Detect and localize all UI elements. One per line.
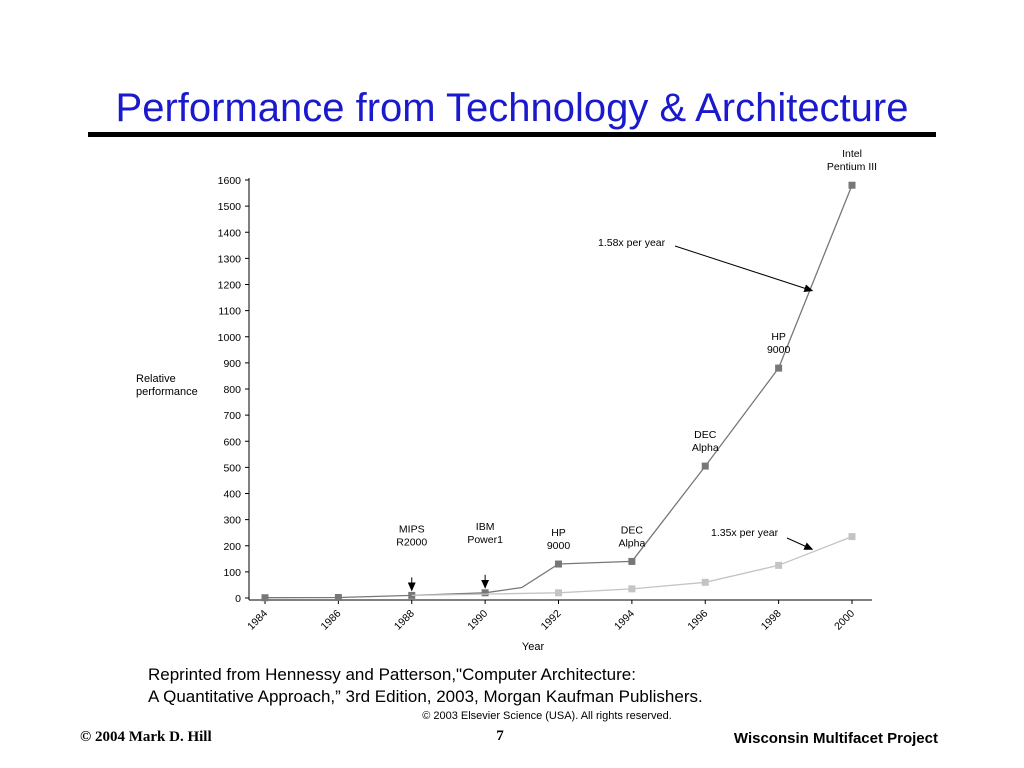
growth-rate-arrow [674,245,814,293]
page-number: 7 [496,728,504,744]
x-tick-label: 1996 [685,608,710,633]
caption-line-2: A Quantitative Approach,” 3rd Edition, 2… [148,687,703,706]
processor-label: HP [771,331,786,343]
y-axis-title-line: Relative [136,373,176,385]
axes: 0 100 200 300 400 500 600 700 800 900 1000 1100 1200… [136,175,872,653]
y-tick-label: 1200 [218,280,242,292]
y-tick-label: 100 [223,567,241,579]
processor-label: Alpha [692,442,719,454]
x-tick-label: 1992 [539,608,564,633]
x-axis-title: Year [522,641,545,653]
y-tick-label: 400 [223,489,241,501]
data-point-upper [261,594,269,602]
y-tick-label: 200 [223,541,241,553]
data-point-lower [555,589,562,597]
data-point-upper [481,589,489,597]
x-tick-label: 1988 [392,608,417,633]
annotations: MIPSR2000IBMPower1HP9000DECAlphaDECAlpha… [396,148,877,592]
x-tick-label: 1998 [759,608,784,633]
series-line-upper [264,184,853,599]
y-tick-label: 700 [223,410,241,422]
processor-label: Pentium III [827,161,877,173]
x-tick-label: 1994 [612,608,637,633]
processor-label: Intel [842,148,862,160]
x-tick-label: 1986 [318,608,343,633]
x-tick-label: 1984 [245,608,270,633]
title-divider [88,132,936,137]
data-point-upper [555,560,562,568]
processor-label: DEC [694,429,717,441]
y-tick-label: 1600 [218,175,242,187]
processor-label: HP [551,527,566,539]
y-axis-title-line: performance [136,386,198,398]
processor-label: 9000 [547,540,571,552]
y-tick-label: 1100 [218,306,241,318]
data-point-upper [775,364,783,372]
slide-title: Performance from Technology & Architectu… [115,86,909,130]
y-tick-label: 900 [223,358,241,370]
y-tick-label: 1000 [218,332,242,344]
data-point-upper [701,462,709,470]
footer-project: Wisconsin Multifacet Project [733,730,938,747]
x-tick-label: 2000 [832,608,857,633]
y-tick-label: 500 [223,462,241,474]
y-tick-label: 0 [235,593,241,605]
data-point-lower [775,561,783,569]
processor-label: Power1 [467,534,503,546]
y-tick-label: 300 [223,515,241,527]
caption-line-1: Reprinted from Hennessy and Patterson,"C… [148,665,636,684]
growth-rate-arrow [786,537,814,550]
growth-rate-label: 1.58x per year [598,237,666,249]
data-point-lower [701,578,709,586]
figure-copyright: © 2003 Elsevier Science (USA). All right… [422,710,672,722]
y-tick-label: 1500 [218,201,242,213]
processor-label: MIPS [399,523,425,535]
y-tick-label: 800 [223,384,241,396]
growth-rate-label: 1.35x per year [711,527,779,539]
processor-label: 9000 [767,344,791,356]
y-tick-label: 1300 [218,253,242,265]
y-tick-label: 600 [223,436,241,448]
data-point-upper [334,593,342,601]
data-point-lower [848,533,856,541]
processor-label: DEC [621,524,644,536]
data-point-upper [848,181,856,189]
source-caption: Reprinted from Hennessy and Patterson,"C… [148,664,703,708]
data-point-upper [628,557,636,565]
processor-label: R2000 [396,536,427,548]
data-point-upper [408,591,416,599]
data-point-lower [628,585,636,593]
y-tick-label: 1400 [218,227,242,239]
data-series [261,181,856,602]
processor-label: IBM [476,521,495,533]
footer-author: © 2004 Mark D. Hill [80,729,212,745]
processor-label: Alpha [618,537,645,549]
x-tick-label: 1990 [465,608,490,633]
